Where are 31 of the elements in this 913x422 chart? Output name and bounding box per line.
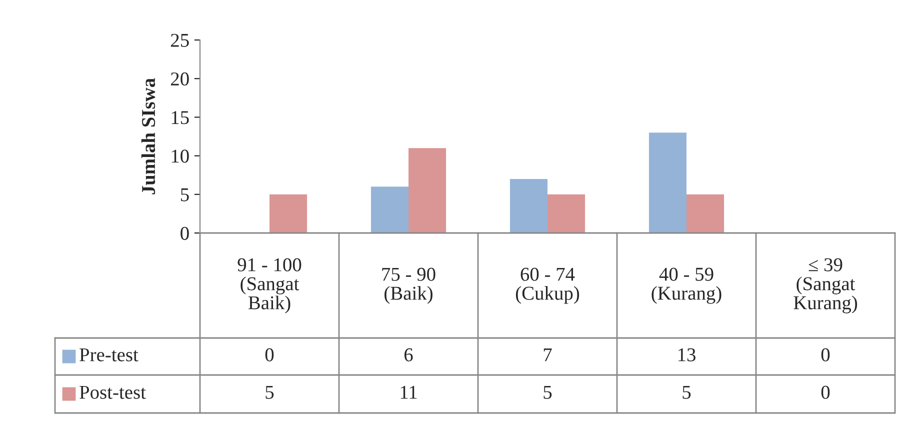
data-label: 11 — [400, 386, 417, 399]
bar — [686, 194, 724, 233]
legend-label: Pre-test — [80, 348, 138, 362]
legend-label: Post-test — [80, 386, 146, 399]
x-tick-label: 91 - 100 (Sangat Baik) — [238, 258, 302, 314]
data-label: 6 — [404, 348, 413, 362]
x-tick-label: 75 - 90 (Baik) — [382, 268, 436, 304]
y-tick-label: 20 — [170, 72, 189, 86]
bar — [370, 186, 408, 233]
data-label: 0 — [821, 348, 830, 362]
y-tick-label: 25 — [170, 34, 189, 47]
bar — [548, 194, 586, 233]
y-tick-label: 5 — [180, 188, 189, 202]
data-label: 0 — [821, 386, 830, 399]
data-label: 7 — [544, 348, 552, 362]
x-tick-label: 40 - 59 (Kurang) — [652, 268, 722, 304]
data-label: 0 — [265, 348, 274, 362]
y-tick-label: 0 — [180, 226, 189, 240]
y-tick-label: 10 — [172, 150, 189, 163]
data-label: 5 — [266, 386, 274, 399]
bar — [648, 132, 686, 233]
y-axis-title: Jumlah SIswa — [141, 78, 156, 194]
x-tick-label: ≤ 39 (Sangat Kurang) — [794, 258, 858, 314]
y-tick-label: 15 — [172, 111, 189, 124]
data-label: 5 — [544, 386, 552, 399]
x-tick-label: 60 - 74 (Cukup) — [516, 268, 580, 304]
bar — [510, 178, 548, 233]
data-label: 13 — [678, 348, 696, 362]
bar — [270, 194, 308, 233]
bar — [408, 148, 446, 233]
data-label: 5 — [682, 386, 691, 399]
